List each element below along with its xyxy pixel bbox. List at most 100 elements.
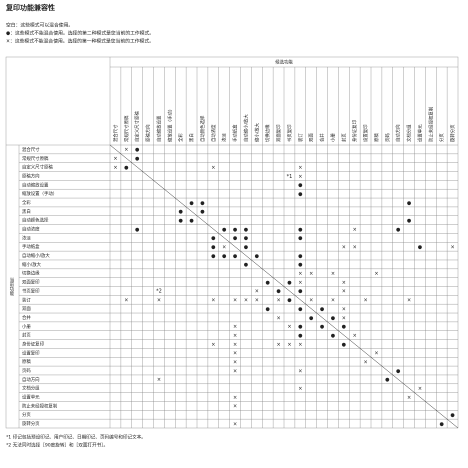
- compat-mark: ×: [353, 333, 357, 339]
- row-label: 缩小/放大: [22, 261, 42, 268]
- compat-mark: ×: [298, 165, 302, 171]
- compat-mark: ●: [244, 245, 249, 251]
- row-label: 设置复印: [22, 349, 40, 356]
- compat-mark: ●: [276, 289, 281, 295]
- compat-mark: ●: [222, 227, 227, 233]
- column-label: 自动颜色选择: [199, 115, 206, 142]
- compat-mark: ×: [233, 351, 237, 357]
- column-header: 候选功能: [275, 59, 293, 66]
- column-label: 页码: [384, 133, 391, 142]
- compat-mark: ●: [298, 227, 303, 233]
- compat-mark: ●: [385, 377, 390, 383]
- compat-mark: ×: [276, 315, 280, 321]
- compat-mark: ×: [157, 298, 161, 304]
- column-label: 封页: [340, 133, 347, 142]
- column-label: 手动纸盒: [232, 124, 239, 142]
- compat-mark: ×: [287, 324, 291, 330]
- column-label: 书页复印: [286, 124, 293, 142]
- compat-mark: ●: [135, 156, 140, 162]
- compat-mark: ×: [233, 359, 237, 365]
- legend-line: ×：这些模式不能混合使用。选择的第一种模式是您当前的工作模式。: [6, 38, 154, 45]
- row-label: 防止未经授权复制: [22, 402, 58, 409]
- compat-mark: ●: [331, 333, 336, 339]
- compat-mark: ●: [200, 209, 205, 215]
- row-label: 设置单元: [22, 394, 40, 401]
- column-label: 原稿方向: [145, 124, 152, 142]
- compat-mark: ●: [287, 298, 292, 304]
- row-label: 双面: [22, 306, 31, 312]
- compat-mark: ●: [233, 236, 238, 242]
- row-label: 自动颜色选择: [22, 217, 49, 224]
- row-label: 分页: [22, 411, 31, 418]
- row-label: 常规尺寸原稿: [22, 155, 49, 162]
- footnote: *1 印记包括预设印记、用户印记、日期印记、页码编号和印记文本。: [6, 434, 146, 441]
- footnote: *2 无法同时选择［90度旋转］和［双面打开书］。: [6, 442, 108, 449]
- compat-mark: ●: [396, 368, 401, 374]
- compat-mark: ●: [298, 183, 303, 189]
- row-label: 切换边缘: [22, 270, 40, 277]
- row-label: 缩放设置（手动）: [22, 190, 57, 197]
- compat-mark: ×: [342, 280, 346, 286]
- compat-mark: ●: [244, 227, 249, 233]
- column-label: 自动浓度: [210, 124, 217, 142]
- compat-mark: ×: [211, 342, 215, 348]
- compat-mark: ×: [211, 298, 215, 304]
- compat-mark: ●: [298, 236, 303, 242]
- compat-mark: *1: [287, 174, 293, 180]
- compat-mark: ×: [374, 271, 378, 277]
- compat-mark: ×: [222, 245, 226, 251]
- column-label: 合并: [319, 133, 326, 142]
- compat-mark: ●: [211, 236, 216, 242]
- row-label: 旋转分页: [22, 420, 40, 427]
- row-header: 当前功能: [9, 277, 14, 297]
- legend-line: ●：这些模式不能混合使用。选择的第二种模式是您当前的工作模式。: [6, 30, 154, 37]
- row-label: 合并: [22, 314, 31, 321]
- column-label: 全彩: [177, 133, 184, 142]
- compat-mark: ●: [189, 218, 194, 224]
- row-label: 原稿: [22, 358, 31, 365]
- compat-mark: ●: [266, 306, 271, 312]
- column-label: 原稿: [373, 133, 380, 142]
- column-label: 分页: [438, 133, 445, 142]
- compat-mark: ×: [211, 165, 215, 171]
- compat-mark: ×: [418, 386, 422, 392]
- compat-mark: ×: [298, 271, 302, 277]
- column-label: 装订: [297, 133, 304, 142]
- row-label: 封页: [22, 332, 31, 339]
- compat-mark: ●: [450, 413, 455, 419]
- compat-mark: ×: [353, 245, 357, 251]
- column-label: 防止未经授权复制: [427, 106, 434, 142]
- compat-mark: ×: [298, 368, 302, 374]
- compat-mark: ×: [113, 165, 117, 171]
- compat-mark: ×: [407, 298, 411, 304]
- compat-mark: ×: [233, 333, 237, 339]
- compat-mark: ●: [418, 245, 423, 251]
- column-label: 自动方向: [395, 124, 402, 142]
- column-label: 设置复印: [362, 124, 369, 142]
- column-label: 文档分组: [406, 124, 413, 142]
- compat-mark: ×: [124, 147, 128, 153]
- column-label: 切换边缘: [264, 124, 271, 142]
- compat-mark: ●: [244, 236, 249, 242]
- compat-mark: ●: [211, 253, 216, 259]
- table-border: [5, 56, 459, 429]
- row-label: 文档分组: [22, 385, 40, 392]
- row-label: 自动方向: [22, 376, 40, 383]
- legend-line: 空白：这些模式可以混合使用。: [6, 22, 73, 29]
- compat-mark: ●: [200, 200, 205, 206]
- compat-mark: ×: [276, 298, 280, 304]
- column-label: 双面: [309, 133, 315, 142]
- compat-mark: ×: [298, 386, 302, 392]
- row-label: 全彩: [22, 199, 31, 206]
- compat-mark: ●: [298, 191, 303, 197]
- compat-mark: ×: [407, 395, 411, 401]
- compat-mark: ×: [233, 298, 237, 304]
- row-label: 自动缩放设置: [22, 181, 49, 188]
- compat-mark: ×: [331, 298, 335, 304]
- compat-mark: ●: [124, 165, 129, 171]
- compat-mark: ●: [407, 218, 412, 224]
- compat-mark: ●: [233, 253, 238, 259]
- compat-mark: ×: [363, 298, 367, 304]
